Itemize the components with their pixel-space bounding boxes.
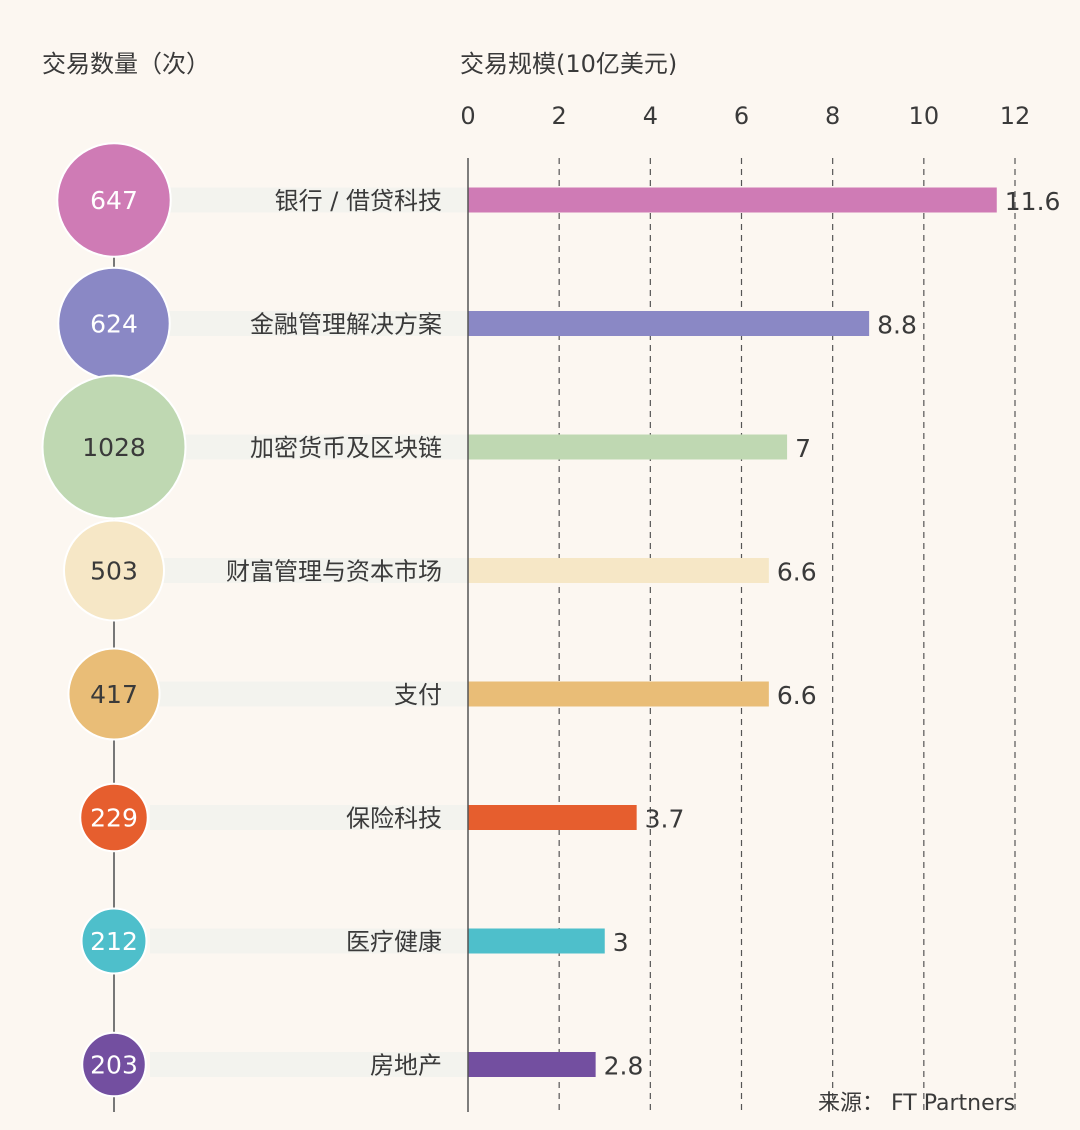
count-bubble — [79, 782, 149, 853]
source-note: 来源： FT Partners — [818, 1091, 1016, 1116]
x-tick-label: 8 — [825, 102, 840, 130]
value-label: 6.6 — [777, 681, 817, 710]
bar — [468, 311, 870, 336]
count-bubble — [41, 374, 187, 520]
count-label: 624 — [90, 310, 138, 339]
value-label: 6.6 — [777, 558, 817, 587]
x-tick-label: 4 — [643, 102, 658, 130]
value-label: 8.8 — [877, 311, 917, 340]
deal-volume-header: 交易规模(10亿美元) — [460, 50, 678, 78]
label-stripe — [150, 187, 468, 213]
deal-count-header: 交易数量（次） — [42, 50, 210, 78]
category-label: 保险科技 — [346, 805, 442, 833]
count-label: 647 — [90, 186, 138, 215]
count-bubble — [62, 519, 166, 622]
category-label: 银行 / 借贷科技 — [275, 187, 442, 215]
count-label: 1028 — [82, 433, 146, 462]
bar — [468, 558, 769, 583]
value-label: 11.6 — [1005, 187, 1061, 216]
category-label: 房地产 — [370, 1052, 442, 1080]
category-label: 支付 — [394, 681, 442, 709]
value-label: 2.8 — [604, 1052, 644, 1081]
bar — [468, 681, 769, 707]
label-stripe — [150, 805, 468, 830]
count-label: 203 — [90, 1051, 138, 1080]
count-label: 417 — [90, 680, 138, 709]
count-label: 229 — [90, 804, 138, 833]
x-tick-label: 0 — [460, 102, 475, 130]
category-label: 财富管理与资本市场 — [226, 558, 442, 586]
x-tick-label: 12 — [1000, 102, 1031, 130]
value-label: 7 — [795, 434, 811, 463]
label-stripe — [150, 1052, 468, 1077]
count-bubble — [81, 1031, 147, 1098]
value-label: 3 — [613, 928, 629, 957]
count-bubble — [67, 647, 161, 741]
count-bubble — [56, 142, 172, 258]
bar — [468, 1052, 596, 1077]
x-tick-label: 2 — [552, 102, 567, 130]
bar — [468, 187, 997, 213]
category-label: 金融管理解决方案 — [250, 311, 442, 339]
label-stripe — [150, 558, 468, 583]
count-label: 212 — [90, 927, 138, 956]
category-label: 医疗健康 — [346, 928, 442, 956]
bar — [468, 434, 788, 460]
label-stripe — [150, 928, 468, 954]
x-tick-label: 10 — [909, 102, 940, 130]
value-label: 3.7 — [645, 805, 685, 834]
x-tick-label: 6 — [734, 102, 749, 130]
label-stripe — [150, 311, 468, 336]
category-label: 加密货币及区块链 — [250, 434, 442, 462]
label-stripe — [150, 681, 468, 707]
bar — [468, 805, 637, 830]
bar — [468, 928, 605, 954]
count-bubble — [80, 907, 148, 975]
label-stripe — [150, 434, 468, 460]
count-label: 503 — [90, 557, 138, 586]
